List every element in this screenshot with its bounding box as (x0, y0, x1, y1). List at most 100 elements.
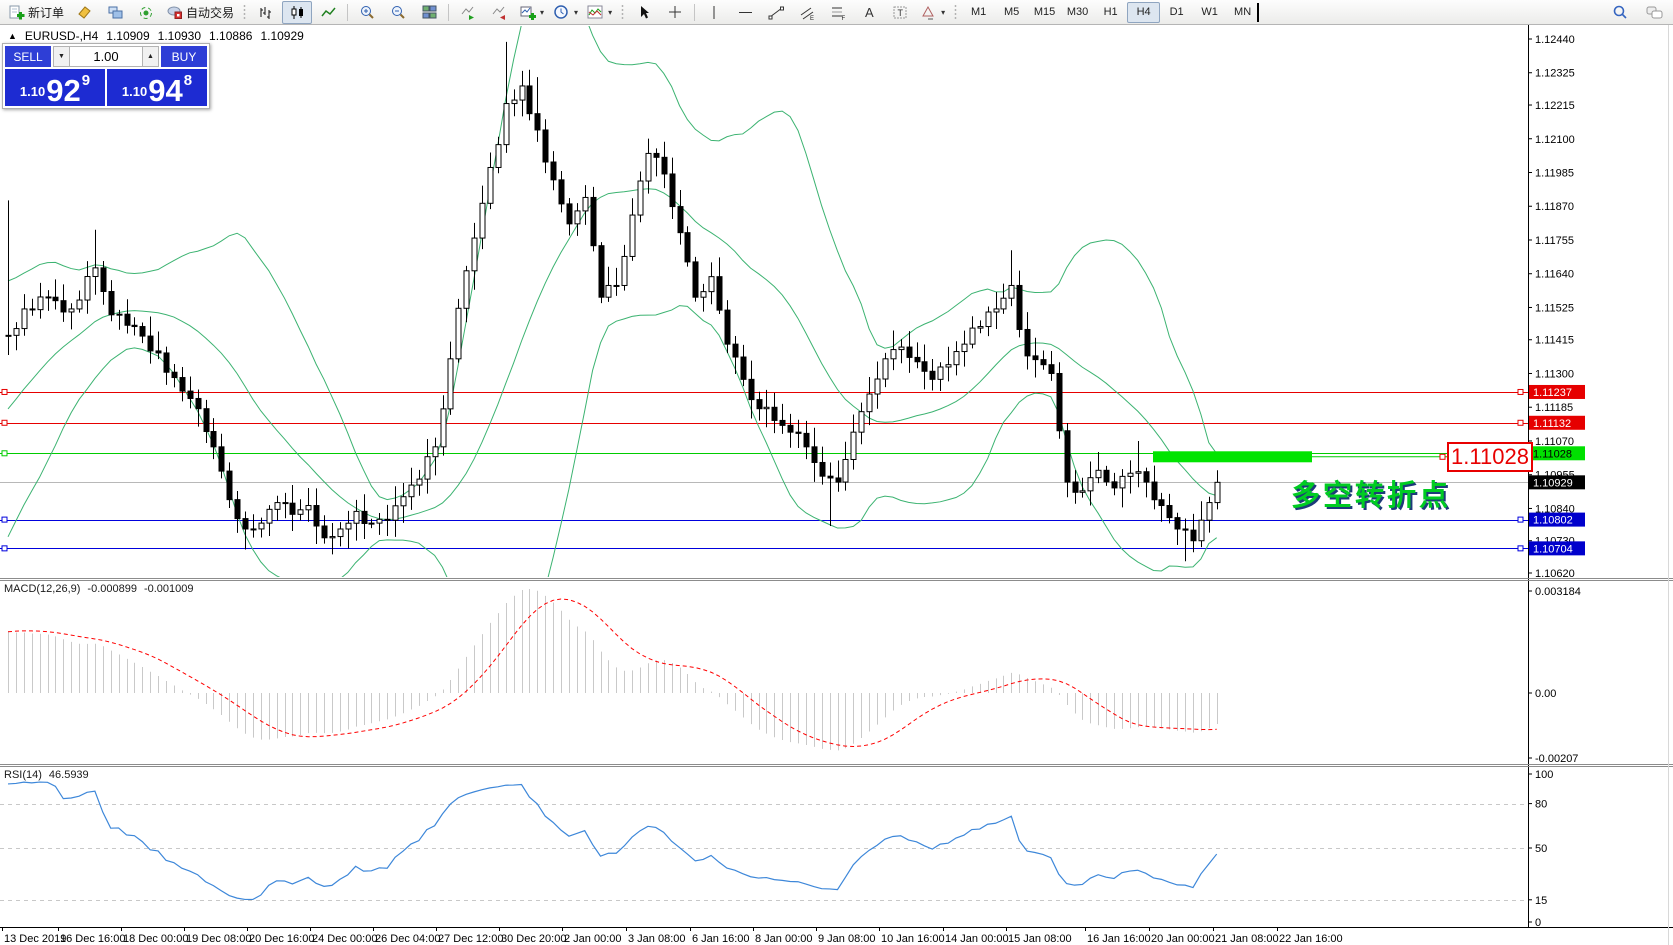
new-order-icon (9, 5, 25, 19)
timeframe-button-h1[interactable]: H1 (1103, 6, 1118, 18)
timeframe-button-mn[interactable]: MN (1234, 6, 1252, 18)
trendline-button[interactable] (761, 1, 791, 24)
time-axis-label: 22 Jan 16:00 (1279, 933, 1343, 945)
indicators-button[interactable]: ▾ (583, 1, 616, 24)
zoom-in-button[interactable] (352, 1, 382, 24)
search-button[interactable] (1605, 1, 1635, 24)
ohlc-low: 1.10886 (209, 29, 253, 43)
annotation-text[interactable]: 多空转折点 (1291, 480, 1452, 512)
terminal-button[interactable] (100, 1, 130, 24)
vertical-line-button[interactable] (699, 1, 729, 24)
timeframe-button-w1[interactable]: W1 (1201, 6, 1218, 18)
price-tick-label: 1.11870 (1535, 201, 1574, 213)
chart-canvas[interactable]: 1.12440 1.12325 1.12215 1.12100 1.11985 1.118… (0, 25, 1673, 945)
macd-axis-label: 0.00 (1535, 688, 1556, 700)
line-chart-button[interactable] (313, 1, 343, 24)
signals-button[interactable] (131, 1, 161, 24)
volume-decrease-button[interactable]: ▼ (53, 46, 70, 67)
price-tick-label: 1.11300 (1535, 368, 1574, 380)
macd-axis-label: -0.00207 (1535, 753, 1578, 765)
time-axis-label: 20 Jan 00:00 (1151, 933, 1215, 945)
new-chart-button[interactable]: ▾ (515, 1, 548, 24)
line-handle[interactable] (1, 545, 8, 552)
auto-scroll-button[interactable] (453, 1, 483, 24)
time-axis-label: 10 Jan 16:00 (881, 933, 945, 945)
price-marker-label: 1.10704 (1533, 543, 1573, 555)
time-axis-label: 18 Dec 00:00 (123, 933, 188, 945)
price-marker (1529, 384, 1585, 399)
rsi-axis-label: 15 (1535, 895, 1547, 907)
line-handle[interactable] (1, 450, 8, 457)
timeframe-button-m5[interactable]: M5 (1003, 6, 1020, 18)
price-tick-label: 1.10840 (1535, 503, 1575, 515)
toolbar-edge-caret (1257, 3, 1259, 22)
time-axis-label: 15 Jan 08:00 (1008, 933, 1072, 945)
price-marker-label: 1.11028 (1533, 448, 1572, 460)
timeframe-button-m15[interactable]: M15 (1033, 6, 1056, 18)
ohlc-close: 1.10929 (260, 29, 304, 43)
line-handle[interactable] (1517, 516, 1524, 523)
timeframe-button-m30[interactable]: M30 (1066, 6, 1089, 18)
candlestick-chart-button[interactable] (282, 0, 313, 24)
toolbar-drag-handle[interactable] (620, 3, 626, 21)
sell-price-box[interactable]: 1.10 92 9 (5, 69, 105, 106)
price-annotation-box[interactable]: 1.11028 (1447, 442, 1533, 472)
macd-pane[interactable] (7, 589, 1218, 751)
toolbar-separator (694, 3, 696, 21)
cursor-button[interactable] (629, 1, 659, 24)
shapes-button[interactable]: ▾ (916, 1, 949, 24)
collapse-panel-icon[interactable]: ▲ (8, 31, 17, 41)
bollinger-lower-band (7, 305, 1217, 577)
new-order-button[interactable]: 新订单 (4, 1, 68, 24)
volume-increase-button[interactable]: ▲ (142, 46, 159, 67)
price-marker-label: 1.11237 (1533, 387, 1572, 399)
text-label-button[interactable]: T (885, 1, 915, 24)
fibonacci-button[interactable]: F (823, 1, 853, 24)
time-axis-label: 8 Jan 00:00 (755, 933, 813, 945)
main-pane[interactable] (0, 25, 1528, 668)
line-handle[interactable] (1, 388, 8, 395)
tile-windows-button[interactable] (414, 1, 444, 24)
line-handle[interactable] (1517, 545, 1524, 552)
sell-button[interactable]: SELL (5, 46, 51, 67)
zoom-out-button[interactable] (383, 1, 413, 24)
toolbar: 新订单 自动交易 ▾ ▾ ▾ E F A T ▾ (0, 0, 1673, 25)
bollinger-upper-band (7, 26, 1218, 501)
autotrade-button[interactable]: 自动交易 (162, 1, 238, 24)
new-chart-icon (520, 6, 537, 20)
toolbar-drag-handle[interactable] (953, 3, 959, 21)
highlight-bar[interactable] (1153, 451, 1312, 463)
chat-button[interactable] (1639, 1, 1669, 24)
price-marker (1529, 541, 1585, 556)
line-handle[interactable] (1, 516, 8, 523)
chart-shift-icon (492, 6, 505, 20)
timeframe-button-h4[interactable]: H4 (1127, 1, 1161, 23)
buy-button[interactable]: BUY (161, 46, 207, 67)
periods-button[interactable]: ▾ (549, 1, 582, 24)
price-marker (1529, 475, 1585, 490)
sell-price-big: 92 (46, 73, 81, 108)
rsi-axis-label: 100 (1535, 769, 1553, 781)
text-label-icon: T (893, 6, 907, 18)
channel-button[interactable]: E (792, 1, 822, 24)
bar-chart-button[interactable] (251, 1, 281, 24)
chart-shift-button[interactable] (484, 1, 514, 24)
crosshair-button[interactable] (660, 1, 690, 24)
styler-button[interactable] (69, 1, 99, 24)
toolbar-drag-handle[interactable] (242, 3, 248, 21)
autotrade-icon (167, 6, 183, 19)
line-handle[interactable] (1, 419, 8, 426)
volume-input[interactable]: 1.00 (70, 46, 142, 67)
terminal-icon (108, 6, 123, 18)
buy-price-small: 1.10 (121, 84, 148, 99)
vertical-line-icon (713, 5, 715, 19)
line-handle[interactable] (1517, 419, 1524, 426)
timeframe-button-m1[interactable]: M1 (970, 6, 987, 18)
timeframe-button-d1[interactable]: D1 (1169, 6, 1184, 18)
horizontal-line-button[interactable] (730, 1, 760, 24)
rsi-pane[interactable] (0, 781, 1528, 901)
buy-price-box[interactable]: 1.10 94 8 (107, 69, 207, 106)
line-handle[interactable] (1517, 388, 1524, 395)
text-button[interactable]: A (854, 1, 884, 24)
price-tick-label: 1.11525 (1535, 302, 1574, 314)
